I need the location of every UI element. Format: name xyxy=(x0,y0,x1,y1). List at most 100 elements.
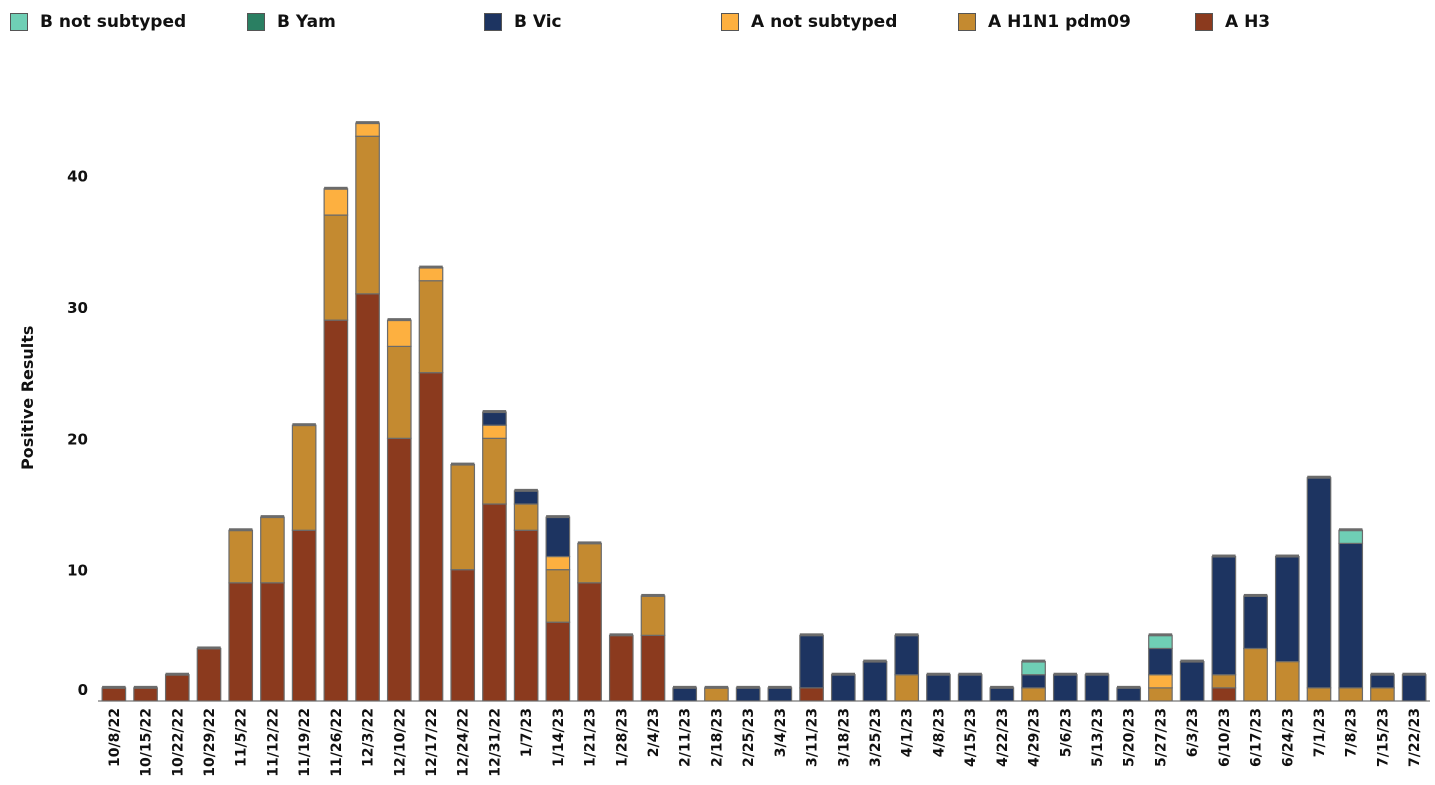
bar-segment xyxy=(1274,555,1300,663)
bar-cap xyxy=(1053,672,1078,676)
bar-stack xyxy=(1211,554,1237,702)
bar-stack xyxy=(799,633,824,702)
bar-segment xyxy=(1148,647,1173,676)
bar-segment xyxy=(894,634,920,676)
y-tick-label: 40 xyxy=(67,168,88,186)
x-tick-label: 4/8/23 xyxy=(931,708,947,757)
bar-stack xyxy=(577,541,602,702)
bar-segment xyxy=(450,464,476,571)
bar-segment xyxy=(1116,687,1142,702)
bar-stack xyxy=(608,633,634,702)
bar-segment xyxy=(577,542,602,584)
bar-segment xyxy=(926,674,951,702)
bar-segment xyxy=(1084,674,1110,702)
legend-item-a-h1n1: A H1N1 pdm09 xyxy=(958,10,1131,34)
bar-segment xyxy=(799,634,824,689)
bar-segment xyxy=(1401,674,1427,702)
y-tick-label: 30 xyxy=(67,299,88,317)
bar-segment xyxy=(545,569,571,623)
bar-cap xyxy=(704,685,729,689)
bar-stack xyxy=(1370,672,1395,702)
bar-segment xyxy=(1211,555,1237,676)
bar-segment xyxy=(323,319,349,702)
bar-segment xyxy=(355,293,380,702)
legend-swatch xyxy=(10,13,28,31)
y-tick-label: 20 xyxy=(67,430,88,448)
x-tick-label: 12/10/22 xyxy=(392,708,408,777)
x-tick-label: 6/24/23 xyxy=(1280,708,1296,767)
bar-segment xyxy=(386,437,412,702)
x-tick-label: 12/31/22 xyxy=(487,708,503,777)
x-tick-label: 11/12/22 xyxy=(265,708,281,777)
bar-segment xyxy=(164,674,190,702)
bar-segment xyxy=(1306,477,1332,689)
bar-stack xyxy=(1021,659,1046,702)
bar-segment xyxy=(513,529,539,702)
bar-cap xyxy=(894,633,919,637)
y-tick-label: 10 xyxy=(67,562,88,580)
bar-segment xyxy=(608,634,634,702)
x-tick-label: 11/26/22 xyxy=(329,708,345,777)
bar-cap xyxy=(990,685,1014,689)
x-tick-label: 7/8/23 xyxy=(1344,708,1360,757)
bar-segment xyxy=(989,687,1015,702)
bar-cap xyxy=(260,515,285,519)
bar-cap xyxy=(799,633,824,637)
x-tick-label: 1/14/23 xyxy=(551,708,567,767)
x-tick-label: 1/21/23 xyxy=(583,708,599,767)
x-tick-label: 3/4/23 xyxy=(773,708,789,757)
bar-cap xyxy=(609,633,634,637)
bar-stack xyxy=(957,672,983,702)
bar-cap xyxy=(514,488,538,492)
bar-cap xyxy=(926,672,951,676)
bar-stack xyxy=(418,265,444,702)
bar-cap xyxy=(482,410,507,414)
legend-swatch xyxy=(958,13,976,31)
bar-segment xyxy=(386,319,412,347)
x-tick-label: 3/25/23 xyxy=(868,708,884,767)
bar-segment xyxy=(513,503,539,531)
legend-label: A not subtyped xyxy=(751,12,898,32)
bar-segment xyxy=(418,372,444,702)
bar-stack xyxy=(989,685,1015,702)
bar-cap xyxy=(546,515,570,519)
bar-segment xyxy=(735,687,761,702)
bar-segment xyxy=(482,503,507,702)
bar-segment xyxy=(1274,660,1300,702)
bar-stack xyxy=(767,685,793,702)
bar-cap xyxy=(672,685,697,689)
bar-segment xyxy=(1370,674,1395,689)
bar-stack xyxy=(513,488,539,702)
legend-item-b-vic: B Vic xyxy=(484,10,562,34)
bar-segment xyxy=(545,516,571,558)
bar-segment xyxy=(482,411,507,426)
bar-segment xyxy=(767,687,793,702)
bar-stack xyxy=(164,672,190,702)
bar-segment xyxy=(545,555,571,571)
bar-segment xyxy=(1021,660,1046,676)
bar-segment xyxy=(957,674,983,702)
bar-stack xyxy=(1179,659,1205,702)
bar-segment xyxy=(1211,687,1237,702)
x-tick-label: 3/11/23 xyxy=(805,708,821,767)
bar-stack xyxy=(926,672,951,702)
bar-stack xyxy=(1116,685,1142,702)
legend-label: B not subtyped xyxy=(40,12,187,32)
bar-segment xyxy=(1338,687,1364,702)
x-tick-label: 7/15/23 xyxy=(1375,708,1391,767)
bar-cap xyxy=(863,659,887,663)
x-tick-label: 10/29/22 xyxy=(202,708,218,777)
bar-cap xyxy=(165,672,190,676)
x-tick-label: 4/1/23 xyxy=(900,708,916,757)
bar-stack xyxy=(894,633,920,702)
bar-stack xyxy=(862,659,888,702)
bar-segment xyxy=(323,214,349,321)
legend-label: A H3 xyxy=(1225,12,1271,32)
bar-stack xyxy=(704,685,729,702)
bar-cap xyxy=(577,541,602,545)
bar-cap xyxy=(102,685,126,689)
x-tick-label: 10/15/22 xyxy=(139,708,155,777)
x-tick-label: 2/11/23 xyxy=(678,708,694,767)
bar-segment xyxy=(101,687,127,702)
bar-cap xyxy=(1338,528,1363,532)
